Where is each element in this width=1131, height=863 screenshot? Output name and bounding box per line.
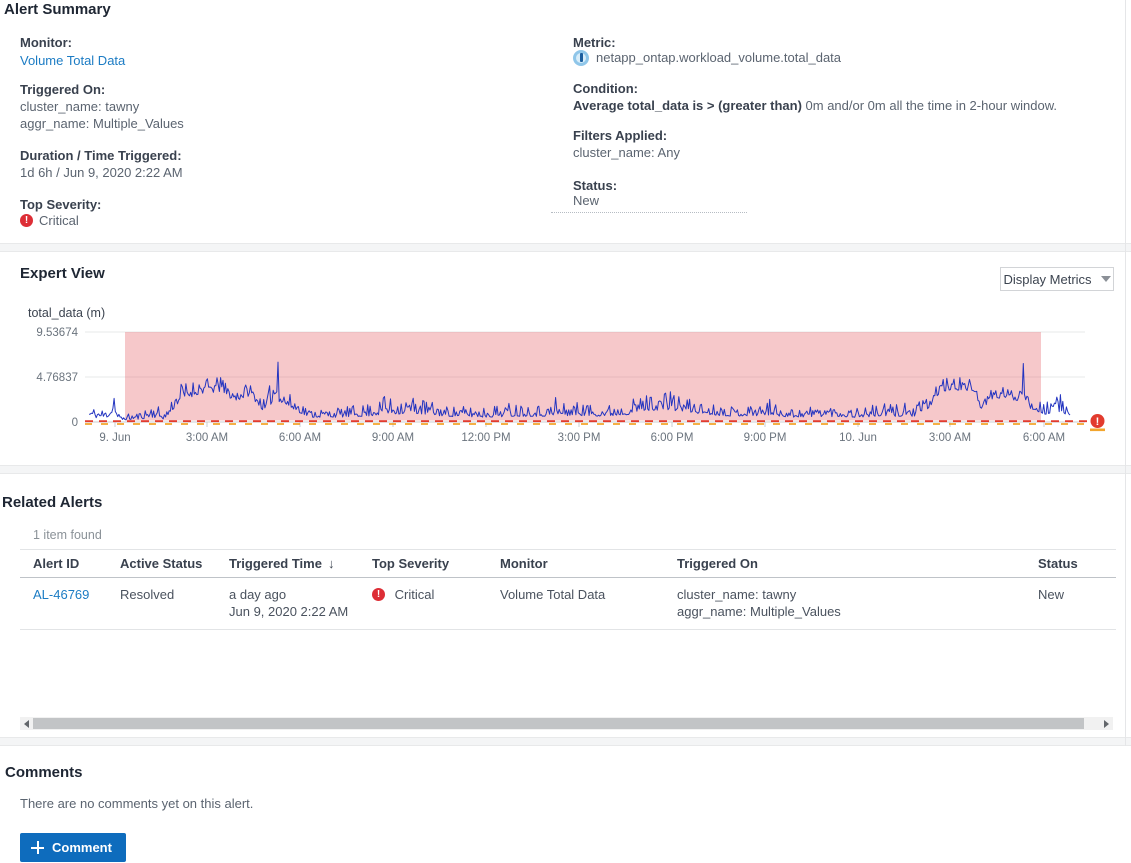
condition-rest-text: 0m and/or 0m all the time in 2-hour wind… — [801, 98, 1057, 113]
x-tick-label: 10. Jun — [839, 432, 877, 444]
x-tick-label: 6:00 PM — [651, 432, 694, 444]
series-line — [88, 361, 1071, 421]
related-alerts-title: Related Alerts — [2, 494, 103, 511]
x-tick-label: 9:00 PM — [744, 432, 787, 444]
arrow-right-icon — [1104, 719, 1109, 728]
monitor-link[interactable]: Volume Total Data — [20, 53, 126, 68]
condition-label: Condition: — [573, 81, 638, 96]
col-header-triggered-on[interactable]: Triggered On — [677, 556, 758, 571]
x-tick-label: 9:00 AM — [372, 432, 414, 444]
x-tick-label: 12:00 PM — [461, 432, 510, 444]
x-tick-label: 3:00 AM — [929, 432, 971, 444]
scroll-right-button[interactable] — [1100, 717, 1113, 730]
comments-title: Comments — [5, 764, 83, 781]
add-comment-label: Comment — [52, 840, 112, 855]
monitor-cell: Volume Total Data — [500, 587, 606, 602]
metric-icon — [573, 49, 589, 66]
top-severity-value: Critical — [20, 213, 79, 228]
top-severity-label: Top Severity: — [20, 197, 102, 212]
sort-descending-icon: ↓ — [327, 556, 335, 571]
status-label: Status: — [573, 178, 618, 193]
warning-marker-dash — [1090, 428, 1105, 432]
top-severity-text: Critical — [39, 213, 79, 228]
x-tick-label: 9. Jun — [99, 432, 130, 444]
triggered-on-label: Triggered On: — [20, 82, 106, 97]
panel-right-border — [1125, 0, 1126, 746]
duration-value: 1d 6h / Jun 9, 2020 2:22 AM — [20, 165, 183, 180]
section-divider — [0, 465, 1131, 474]
col-header-triggered-time[interactable]: Triggered Time ↓ — [229, 556, 335, 571]
items-found-count: 1 item found — [33, 528, 102, 542]
add-comment-button[interactable]: Comment — [20, 833, 126, 862]
x-tick-label: 6:00 AM — [1023, 432, 1065, 444]
alert-id-link[interactable]: AL-46769 — [33, 587, 90, 602]
alert-summary-title: Alert Summary — [4, 1, 111, 18]
table-header-row: Alert ID Active Status Triggered Time ↓ T… — [20, 549, 1116, 578]
expert-view-title: Expert View — [20, 265, 105, 282]
scrollbar-track[interactable] — [33, 717, 1100, 730]
chart-y-axis-title: total_data (m) — [28, 306, 106, 320]
critical-marker-icon — [1090, 414, 1105, 428]
metric-value-row: netapp_ontap.workload_volume.total_data — [573, 49, 841, 66]
metric-value: netapp_ontap.workload_volume.total_data — [596, 50, 842, 65]
status-select[interactable]: New — [551, 191, 747, 213]
caret-down-icon — [1100, 276, 1111, 282]
top-severity-cell: Critical — [372, 586, 500, 620]
y-tick-label: 9.53674 — [36, 327, 78, 339]
critical-severity-icon — [20, 214, 33, 227]
triggered-on-line-2: aggr_name: Multiple_Values — [20, 116, 184, 131]
condition-bold-text: Average total_data is > (greater than) — [573, 98, 802, 113]
scroll-left-button[interactable] — [20, 717, 33, 730]
monitor-label: Monitor: — [20, 35, 72, 50]
arrow-left-icon — [24, 719, 29, 728]
section-divider — [0, 243, 1131, 252]
condition-value: Average total_data is > (greater than) 0… — [573, 97, 1057, 114]
col-header-active-status[interactable]: Active Status — [120, 556, 203, 571]
critical-severity-icon — [372, 588, 385, 601]
col-header-alert-id[interactable]: Alert ID — [33, 556, 80, 571]
critical-marker-exclamation: ! — [1096, 416, 1100, 428]
x-tick-label: 3:00 AM — [186, 432, 228, 444]
triggered-on-cell: cluster_name: tawny aggr_name: Multiple_… — [677, 587, 841, 619]
triggered-time-cell: a day ago Jun 9, 2020 2:22 AM — [229, 587, 349, 619]
display-metrics-label: Display Metrics — [1003, 271, 1092, 287]
horizontal-scrollbar — [20, 717, 1113, 730]
x-tick-label: 6:00 AM — [279, 432, 321, 444]
status-cell: New — [1038, 587, 1065, 602]
active-status-cell: Resolved — [120, 587, 175, 602]
y-tick-label: 0 — [72, 417, 78, 429]
table-row: AL-46769 Resolved a day ago Jun 9, 2020 … — [20, 578, 1116, 630]
section-divider — [0, 737, 1131, 746]
scrollbar-thumb[interactable] — [33, 718, 1084, 729]
duration-label: Duration / Time Triggered: — [20, 148, 182, 163]
filters-applied-value: cluster_name: Any — [573, 145, 680, 160]
metric-label: Metric: — [573, 35, 616, 50]
plus-icon — [31, 841, 44, 854]
comments-empty-text: There are no comments yet on this alert. — [20, 796, 254, 811]
y-tick-label: 4.76837 — [36, 372, 78, 384]
col-header-monitor[interactable]: Monitor — [500, 556, 548, 571]
filters-applied-label: Filters Applied: — [573, 128, 668, 143]
col-header-top-severity[interactable]: Top Severity — [372, 556, 450, 571]
x-tick-label: 3:00 PM — [558, 432, 601, 444]
col-header-status[interactable]: Status — [1038, 556, 1078, 571]
triggered-on-line-1: cluster_name: tawny — [20, 99, 140, 114]
display-metrics-dropdown[interactable]: Display Metrics — [1000, 267, 1114, 291]
related-alerts-table: Alert ID Active Status Triggered Time ↓ T… — [20, 549, 1116, 630]
expert-view-chart: 0 4.76837 9.53674 9. Jun 3:00 AM 6:00 AM 9:00 … — [36, 327, 1105, 444]
